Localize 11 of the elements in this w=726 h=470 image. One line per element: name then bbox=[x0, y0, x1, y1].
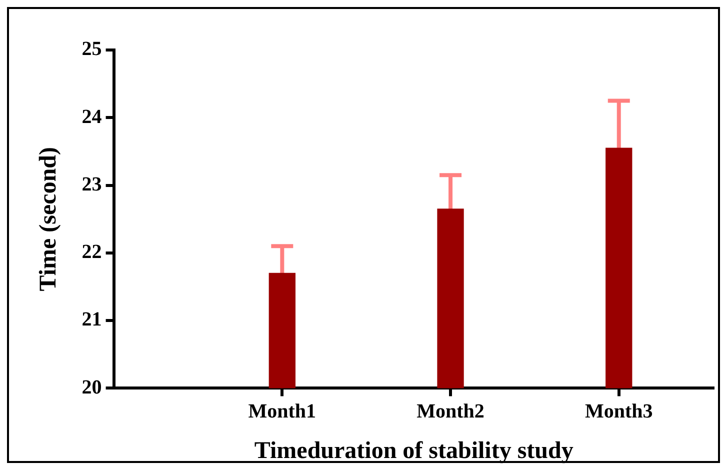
x-tick-label: Month2 bbox=[416, 400, 484, 422]
x-tick-label: Month3 bbox=[584, 400, 653, 422]
y-tick-label: 22 bbox=[82, 241, 102, 264]
y-tick-label: 20 bbox=[82, 376, 102, 398]
y-tick-label: 23 bbox=[82, 173, 102, 196]
y-axis-title: Time (second) bbox=[36, 146, 62, 292]
y-tick-label: 21 bbox=[82, 308, 102, 331]
x-tick-label: Month1 bbox=[248, 400, 316, 422]
x-axis-title: Timeduration of stability study bbox=[254, 438, 574, 464]
y-tick-label: 24 bbox=[82, 106, 102, 128]
y-tick-label: 25 bbox=[82, 38, 102, 60]
